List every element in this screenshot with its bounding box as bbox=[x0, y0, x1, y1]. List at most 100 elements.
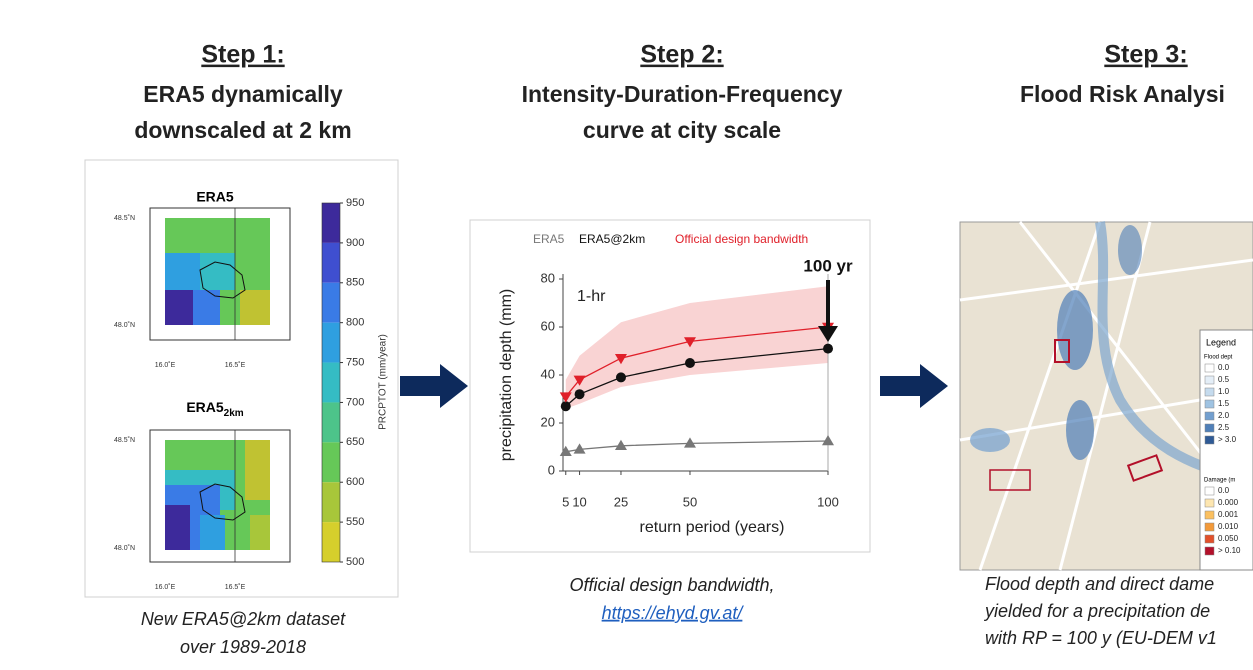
legend-swatch bbox=[1205, 412, 1214, 420]
x-tick-label: 50 bbox=[683, 494, 697, 509]
colorbar-segment bbox=[322, 203, 340, 243]
caption: New ERA5@2km dataset bbox=[141, 609, 346, 629]
legend-label: 0.001 bbox=[1218, 510, 1239, 519]
y-tick-label: 60 bbox=[541, 318, 555, 333]
x-tick-label: 5 bbox=[562, 494, 569, 509]
colorbar-tick-label: 650 bbox=[346, 436, 364, 448]
colorbar-tick-label: 800 bbox=[346, 317, 364, 329]
caption: Official design bandwidth, bbox=[569, 575, 774, 595]
legend-entry: ERA5@2km bbox=[579, 232, 645, 246]
legend-swatch bbox=[1205, 487, 1214, 495]
colorbar-tick-label: 600 bbox=[346, 476, 364, 488]
colorbar-segment bbox=[322, 442, 340, 482]
legend-label: 0.5 bbox=[1218, 375, 1230, 384]
colorbar-segment bbox=[322, 363, 340, 403]
slide: Step 1: ERA5 dynamically downscaled at 2… bbox=[0, 0, 1253, 665]
legend-entry: ERA5 bbox=[533, 232, 565, 246]
legend-subtitle: Damage (m bbox=[1204, 478, 1235, 484]
lon-label: 16.5˚E bbox=[225, 583, 246, 591]
link[interactable]: https://ehyd.gv.at/ bbox=[602, 603, 745, 623]
map-title-main: ERA5 bbox=[186, 399, 224, 415]
step-heading: Step 2: bbox=[640, 41, 723, 69]
legend-label: 0.010 bbox=[1218, 522, 1239, 531]
step-subtitle: downscaled at 2 km bbox=[134, 117, 351, 143]
point bbox=[616, 372, 626, 382]
colorbar-tick-label: 850 bbox=[346, 277, 364, 289]
map-title: ERA5 bbox=[196, 189, 234, 205]
lat-label: 48.0˚N bbox=[114, 321, 135, 329]
colorbar-segment bbox=[322, 482, 340, 522]
legend-swatch bbox=[1205, 499, 1214, 507]
legend-label: 2.5 bbox=[1218, 423, 1230, 432]
lat-label: 48.0˚N bbox=[114, 544, 135, 552]
caption: with RP = 100 y (EU-DEM v1 bbox=[985, 628, 1217, 648]
legend-title: Legend bbox=[1206, 337, 1236, 347]
y-axis-title: precipitation depth (mm) bbox=[498, 289, 515, 462]
step-subtitle: Intensity-Duration-Frequency bbox=[522, 81, 843, 107]
link-text[interactable]: https://ehyd.gv.at/ bbox=[602, 603, 745, 623]
lon-label: 16.0˚E bbox=[155, 361, 176, 369]
legend-label: 0.000 bbox=[1218, 498, 1239, 507]
legend-swatch bbox=[1205, 376, 1214, 384]
colorbar-tick-label: 750 bbox=[346, 356, 364, 368]
caption: yielded for a precipitation de bbox=[983, 601, 1210, 621]
colorbar-segment bbox=[322, 522, 340, 562]
colorbar-segment bbox=[322, 323, 340, 363]
step-subtitle: ERA5 dynamically bbox=[143, 81, 343, 107]
legend-swatch bbox=[1205, 364, 1214, 372]
map-cells bbox=[165, 440, 270, 550]
x-axis-title: return period (years) bbox=[640, 519, 785, 536]
legend-label: 0.0 bbox=[1218, 363, 1230, 372]
legend-label: 0.050 bbox=[1218, 534, 1239, 543]
lon-label: 16.0˚E bbox=[155, 583, 176, 591]
legend-swatch bbox=[1205, 388, 1214, 396]
point bbox=[575, 389, 585, 399]
legend-label: 0.0 bbox=[1218, 486, 1230, 495]
legend-swatch bbox=[1205, 400, 1214, 408]
annotation: 1-hr bbox=[577, 288, 606, 305]
point bbox=[685, 358, 695, 368]
point bbox=[823, 344, 833, 354]
colorbar-tick-label: 900 bbox=[346, 237, 364, 249]
lat-label: 48.5˚N bbox=[114, 214, 135, 222]
legend-entry: Official design bandwidth bbox=[675, 232, 808, 246]
flow-arrow bbox=[880, 364, 948, 408]
y-tick-label: 0 bbox=[548, 462, 555, 477]
y-tick-label: 20 bbox=[541, 414, 555, 429]
colorbar-tick-label: 950 bbox=[346, 197, 364, 209]
map-title-sub: 2km bbox=[224, 408, 244, 419]
lon-label: 16.5˚E bbox=[225, 361, 246, 369]
step-heading: Step 1: bbox=[201, 41, 284, 69]
lat-label: 48.5˚N bbox=[114, 436, 135, 444]
map-cells bbox=[165, 218, 270, 325]
colorbar-tick-label: 700 bbox=[346, 396, 364, 408]
legend-swatch bbox=[1205, 535, 1214, 543]
x-tick-label: 25 bbox=[614, 494, 628, 509]
x-tick-label: 100 bbox=[817, 494, 839, 509]
legend-label: > 3.0 bbox=[1218, 435, 1237, 444]
legend-label: 1.5 bbox=[1218, 399, 1230, 408]
legend-label: 2.0 bbox=[1218, 411, 1230, 420]
x-tick-label: 10 bbox=[572, 494, 586, 509]
y-tick-label: 40 bbox=[541, 366, 555, 381]
colorbar-label: PRCPTOT (mm/year) bbox=[378, 334, 389, 430]
legend-label: 1.0 bbox=[1218, 387, 1230, 396]
legend-swatch bbox=[1205, 511, 1214, 519]
colorbar-tick-label: 550 bbox=[346, 516, 364, 528]
legend-label: > 0.10 bbox=[1218, 546, 1241, 555]
annotation: 100 yr bbox=[803, 256, 853, 275]
legend-swatch bbox=[1205, 424, 1214, 432]
legend-swatch bbox=[1205, 436, 1214, 444]
legend-swatch bbox=[1205, 547, 1214, 555]
step-heading: Step 3: bbox=[1104, 41, 1187, 69]
colorbar-segment bbox=[322, 402, 340, 442]
colorbar-tick-label: 500 bbox=[346, 556, 364, 568]
flow-arrow bbox=[400, 364, 468, 408]
y-tick-label: 80 bbox=[541, 270, 555, 285]
colorbar-segment bbox=[322, 283, 340, 323]
caption: over 1989-2018 bbox=[180, 637, 306, 657]
step-subtitle: curve at city scale bbox=[583, 117, 781, 143]
caption: Flood depth and direct dame bbox=[985, 574, 1214, 594]
legend-swatch bbox=[1205, 523, 1214, 531]
point bbox=[561, 401, 571, 411]
